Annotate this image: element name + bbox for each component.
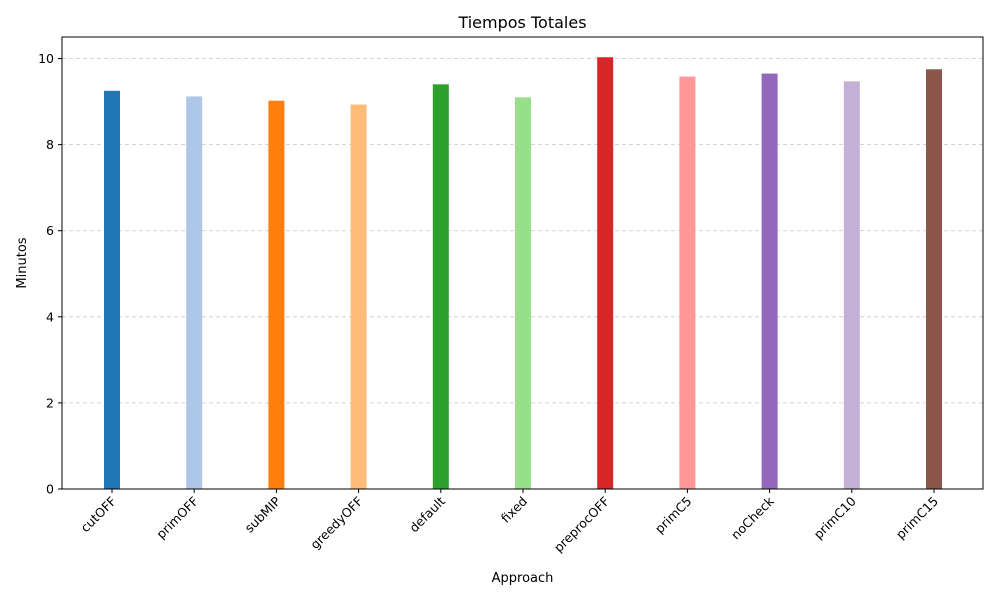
bar-preprocOFF [597,57,614,489]
bar-cutOFF [104,90,120,490]
x-tick-label: noCheck [728,493,777,542]
x-tick-label: default [406,493,448,535]
y-tick-label: 4 [46,309,54,324]
y-tick-label: 2 [46,395,54,410]
x-tick-label: primC5 [652,494,695,537]
y-axis-label: Minutos [15,237,30,288]
chart-title: Tiempos Totales [457,13,586,32]
bar-noCheck [761,73,778,489]
y-tick-label: 10 [38,51,54,66]
bar-fixed [515,97,531,490]
x-tick-label: primC10 [811,493,859,541]
y-tick-label: 0 [46,482,54,497]
x-tick-label: subMIP [242,493,284,535]
x-tick-label: primC15 [893,494,941,542]
bar-greedyOFF [350,104,367,489]
x-axis-ticks: cutOFF primOFF subMIP greedyOFF default fixed… [77,489,941,555]
bar-primC10 [843,81,860,489]
x-axis-label: Approach [492,571,554,586]
x-tick-label: fixed [498,494,530,526]
x-tick-label: cutOFF [77,494,119,536]
bars [104,57,942,490]
x-tick-label: greedyOFF [307,494,366,553]
x-tick-label: primOFF [153,494,201,542]
y-tick-label: 6 [46,223,54,238]
y-axis-ticks: 0 2 4 6 8 10 [38,51,62,497]
bar-subMIP [268,100,285,489]
x-tick-label: preprocOFF [551,494,613,556]
bar-primC15 [926,69,942,490]
bar-default [432,84,449,489]
bar-primC5 [679,76,696,489]
bar-primOFF [186,96,203,490]
y-tick-label: 8 [46,137,54,152]
